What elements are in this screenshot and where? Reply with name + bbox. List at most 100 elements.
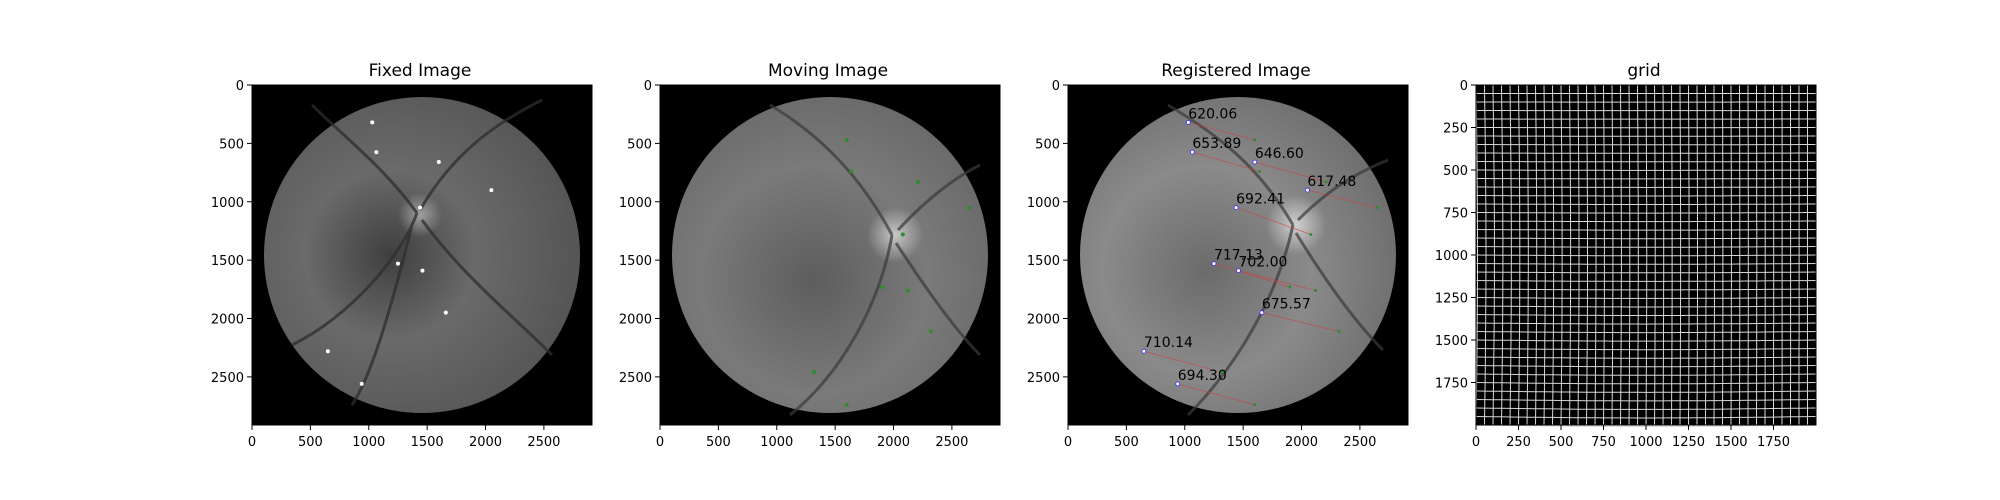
target-keypoint	[1375, 206, 1379, 210]
grid-horizontal-line	[1475, 399, 1817, 402]
y-tick-label: 1500	[619, 254, 652, 269]
grid-plot	[1475, 84, 1817, 427]
grid-vertical-line	[1645, 84, 1648, 426]
grid-vertical-line	[1662, 84, 1665, 426]
residual-line	[1238, 270, 1316, 291]
grid-horizontal-line	[1475, 339, 1817, 342]
grid-x-axis: 0 250 500 750 1000 1250 1500 1750	[1472, 84, 1817, 450]
keypoint	[928, 329, 933, 334]
x-tick-label: 0	[248, 435, 256, 450]
residual-line	[1192, 151, 1260, 172]
residual-line	[1143, 350, 1223, 373]
x-tick-label: 750	[1591, 435, 1616, 450]
x-tick-label: 500	[1114, 435, 1139, 450]
grid-vertical-line	[1603, 84, 1605, 426]
keypoint	[370, 120, 375, 125]
keypoint	[325, 349, 330, 354]
registered-keypoint	[1259, 310, 1265, 316]
grid-horizontal-line	[1475, 314, 1817, 316]
residual-line	[1261, 312, 1339, 332]
grid-title: grid	[1627, 61, 1660, 81]
grid-vertical-line	[1569, 84, 1572, 426]
keypoint	[900, 232, 905, 237]
grid-horizontal-line	[1476, 195, 1816, 197]
grid-horizontal-line	[1475, 331, 1817, 334]
grid-horizontal-line	[1476, 186, 1816, 189]
grid-vertical-line	[1577, 84, 1580, 426]
grid-horizontal-line	[1475, 416, 1817, 419]
y-tick-label: 2500	[1027, 371, 1060, 386]
distance-label: 675.57	[1262, 297, 1311, 313]
x-tick-label: 1000	[1168, 435, 1201, 450]
x-tick-label: 500	[706, 435, 731, 450]
x-tick-label: 0	[1064, 435, 1072, 450]
grid-vertical-line	[1679, 85, 1682, 425]
distance-label: 702.00	[1238, 255, 1287, 271]
fixed-image-optic-disc	[398, 193, 442, 237]
y-tick-label: 0	[1052, 79, 1060, 94]
moving-image-y-axis: 0 500 1000 1500 2000 2500	[619, 79, 660, 386]
keypoint	[374, 150, 379, 155]
target-keypoint	[1253, 138, 1257, 142]
keypoint	[489, 188, 494, 193]
keypoint	[436, 160, 441, 165]
grid-horizontal-line	[1475, 356, 1817, 359]
registered-keypoint	[1189, 149, 1195, 155]
grid-vertical-line	[1688, 85, 1690, 425]
grid-vertical-line	[1671, 84, 1673, 426]
keypoint	[879, 284, 884, 289]
grid-horizontal-line	[1476, 203, 1816, 205]
target-keypoint	[1314, 288, 1318, 292]
y-tick-label: 2500	[619, 371, 652, 386]
x-tick-label: 1000	[352, 435, 385, 450]
x-tick-label: 1500	[819, 435, 852, 450]
moving-image-plot	[660, 85, 1000, 425]
registered-keypoint	[1141, 348, 1147, 354]
keypoint	[844, 402, 849, 407]
grid-horizontal-line	[1475, 288, 1817, 291]
x-tick-label: 2000	[1285, 435, 1318, 450]
fixed-image-plot	[252, 85, 592, 425]
distance-label: 617.48	[1307, 174, 1356, 190]
registered-keypoint	[1252, 159, 1258, 165]
fixed-image-title: Fixed Image	[369, 61, 472, 81]
target-keypoint	[1220, 370, 1224, 374]
registered-keypoint	[1236, 268, 1241, 274]
registered-image-fundus	[1080, 97, 1396, 413]
grid-y-axis: 0 250 500 750 1000 1250 1500 1750	[1435, 79, 1476, 392]
fixed-image-vessels	[291, 98, 554, 406]
grid-vertical-line	[1637, 84, 1639, 426]
residual-line	[1307, 189, 1378, 208]
x-tick-label: 1000	[760, 435, 793, 450]
grid-horizontal-line	[1475, 365, 1817, 368]
grid-vertical-line	[1654, 84, 1656, 426]
distance-label: 710.14	[1144, 335, 1193, 351]
keypoint	[395, 261, 400, 266]
grid-vertical-line	[1705, 85, 1707, 425]
grid-vertical-line	[1620, 84, 1622, 426]
grid-horizontal-line	[1475, 390, 1817, 393]
registered-image-vessels	[1167, 103, 1389, 417]
grid-horizontal-line	[1475, 263, 1817, 265]
keypoint	[849, 169, 854, 174]
moving-image-points	[812, 137, 972, 407]
y-tick-label: 1000	[211, 196, 244, 211]
y-tick-label: 250	[1443, 122, 1468, 137]
axes-frame	[659, 84, 1001, 426]
keypoint	[420, 268, 425, 273]
grid-horizontal-line	[1475, 271, 1817, 274]
x-tick-label: 1500	[411, 435, 444, 450]
x-tick-label: 500	[298, 435, 323, 450]
residual-line	[1254, 161, 1327, 183]
target-keypoint	[1337, 329, 1341, 333]
grid-vertical-line	[1628, 84, 1631, 426]
grid-horizontal-line	[1475, 254, 1817, 257]
x-tick-label: 2500	[935, 435, 968, 450]
grid-horizontal-line	[1475, 297, 1817, 299]
x-tick-label: 500	[1549, 435, 1574, 450]
keypoint	[443, 310, 448, 315]
x-tick-label: 0	[656, 435, 664, 450]
keypoint	[967, 205, 972, 210]
